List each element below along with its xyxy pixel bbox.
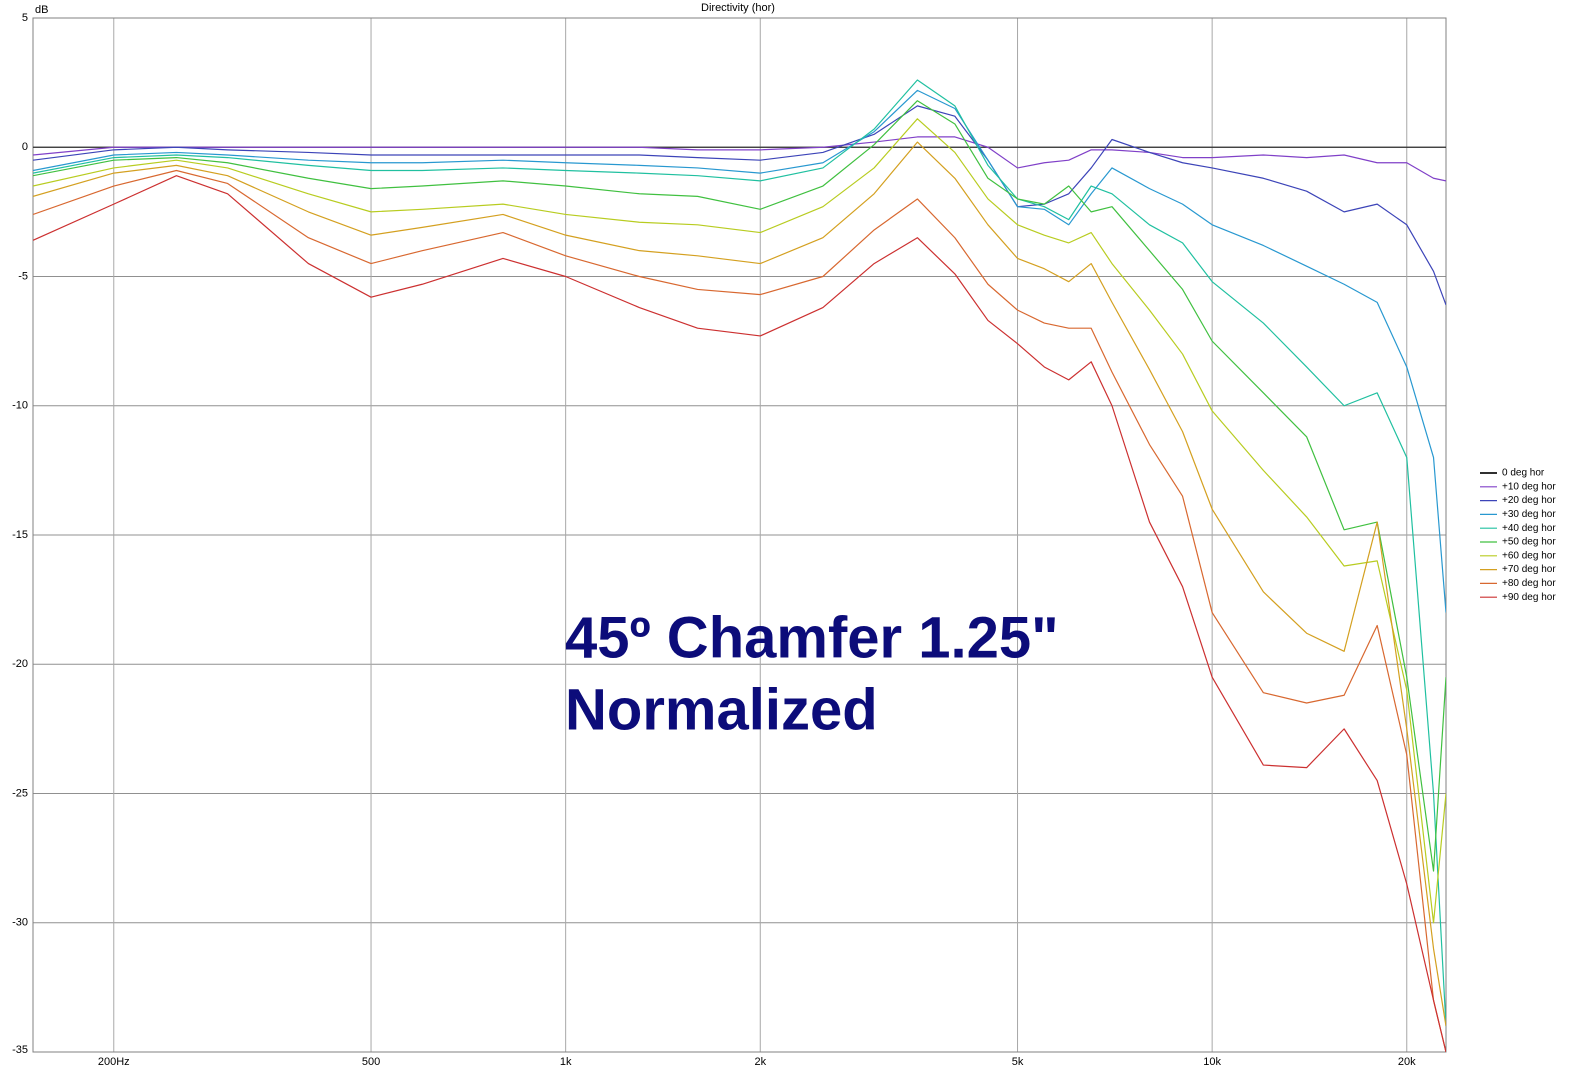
legend-label: +90 deg hor xyxy=(1502,592,1556,603)
x-tick-label: 20k xyxy=(1398,1056,1416,1068)
series-line xyxy=(33,175,1446,1052)
legend-label: +10 deg hor xyxy=(1502,481,1556,492)
y-tick-label: -25 xyxy=(12,787,28,799)
legend-label: +40 deg hor xyxy=(1502,523,1556,534)
x-tick-label: 500 xyxy=(362,1056,380,1068)
y-tick-label: -10 xyxy=(12,400,28,412)
y-axis-label: dB xyxy=(35,4,48,16)
legend-label: 0 deg hor xyxy=(1502,468,1545,479)
series-line xyxy=(33,136,1446,182)
x-tick-label: 200Hz xyxy=(98,1056,130,1068)
y-tick-label: -30 xyxy=(12,917,28,929)
legend-label: +70 deg hor xyxy=(1502,564,1556,575)
x-tick-label: 2k xyxy=(754,1056,766,1068)
annotation: Normalized xyxy=(565,677,878,742)
legend-label: +60 deg hor xyxy=(1502,550,1556,561)
legend-label: +30 deg hor xyxy=(1502,509,1556,520)
y-tick-label: -20 xyxy=(12,658,28,670)
series-line xyxy=(33,141,1446,1027)
series-line xyxy=(33,105,1446,306)
plot-frame xyxy=(32,17,1447,1053)
series-line xyxy=(33,79,1446,1027)
x-tick-label: 5k xyxy=(1012,1056,1024,1068)
y-tick-label: -35 xyxy=(12,1044,28,1056)
annotation: 45º Chamfer 1.25" xyxy=(565,605,1059,670)
x-tick-label: 1k xyxy=(560,1056,572,1068)
legend-label: +80 deg hor xyxy=(1502,578,1556,589)
series-line xyxy=(33,169,1446,1052)
legend-label: +50 deg hor xyxy=(1502,537,1556,548)
series-line xyxy=(33,100,1446,872)
y-tick-label: -15 xyxy=(12,529,28,541)
y-tick-label: -5 xyxy=(18,270,28,282)
y-tick-label: 5 xyxy=(22,12,28,24)
y-tick-label: 0 xyxy=(22,141,28,153)
legend-label: +20 deg hor xyxy=(1502,495,1556,506)
chart-title: Directivity (hor) xyxy=(701,2,775,14)
x-tick-label: 10k xyxy=(1203,1056,1221,1068)
series-line xyxy=(33,89,1446,613)
series-line xyxy=(33,118,1446,924)
